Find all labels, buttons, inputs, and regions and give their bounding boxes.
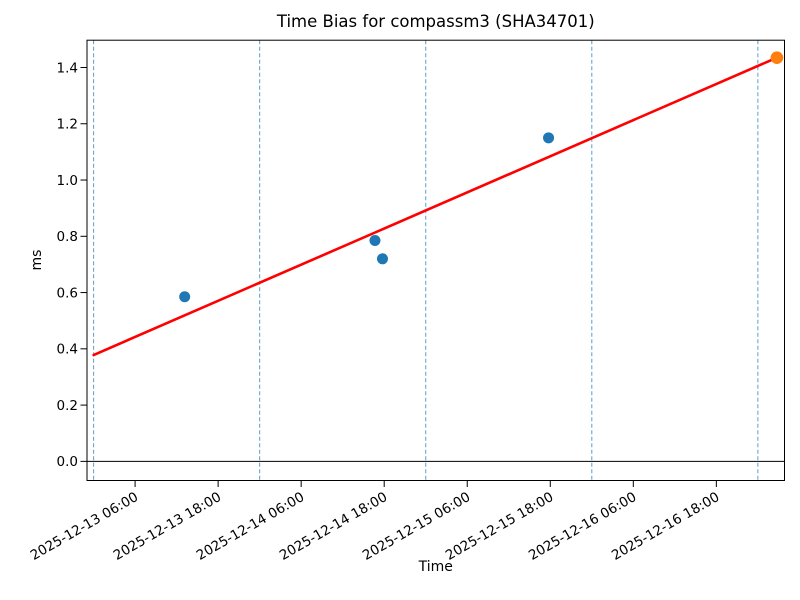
data-points-layer <box>179 51 784 303</box>
x-axis-label: Time <box>418 559 453 575</box>
y-tick-label: 0.8 <box>57 229 78 245</box>
y-tick-label: 0.2 <box>57 398 78 414</box>
data-point <box>369 235 381 247</box>
data-point <box>376 253 388 265</box>
y-axis-label: ms <box>29 250 45 271</box>
data-point <box>179 291 191 303</box>
y-tick-label: 1.0 <box>57 173 78 189</box>
trend-line-layer <box>92 56 779 357</box>
y-tick-label: 0.6 <box>57 285 78 301</box>
day-gridlines-layer <box>93 40 759 481</box>
y-tick-label: 0.4 <box>57 342 78 358</box>
y-tick-label: 0.0 <box>57 454 78 470</box>
axes-layer <box>86 39 785 481</box>
highlight-point <box>770 51 784 64</box>
plot-border <box>86 39 785 481</box>
chart-title: Time Bias for compassm3 (SHA34701) <box>276 12 595 31</box>
data-point <box>543 132 555 144</box>
y-tick-label: 1.4 <box>57 60 78 76</box>
trend-line <box>92 56 779 357</box>
y-tick-label: 1.2 <box>57 117 78 133</box>
